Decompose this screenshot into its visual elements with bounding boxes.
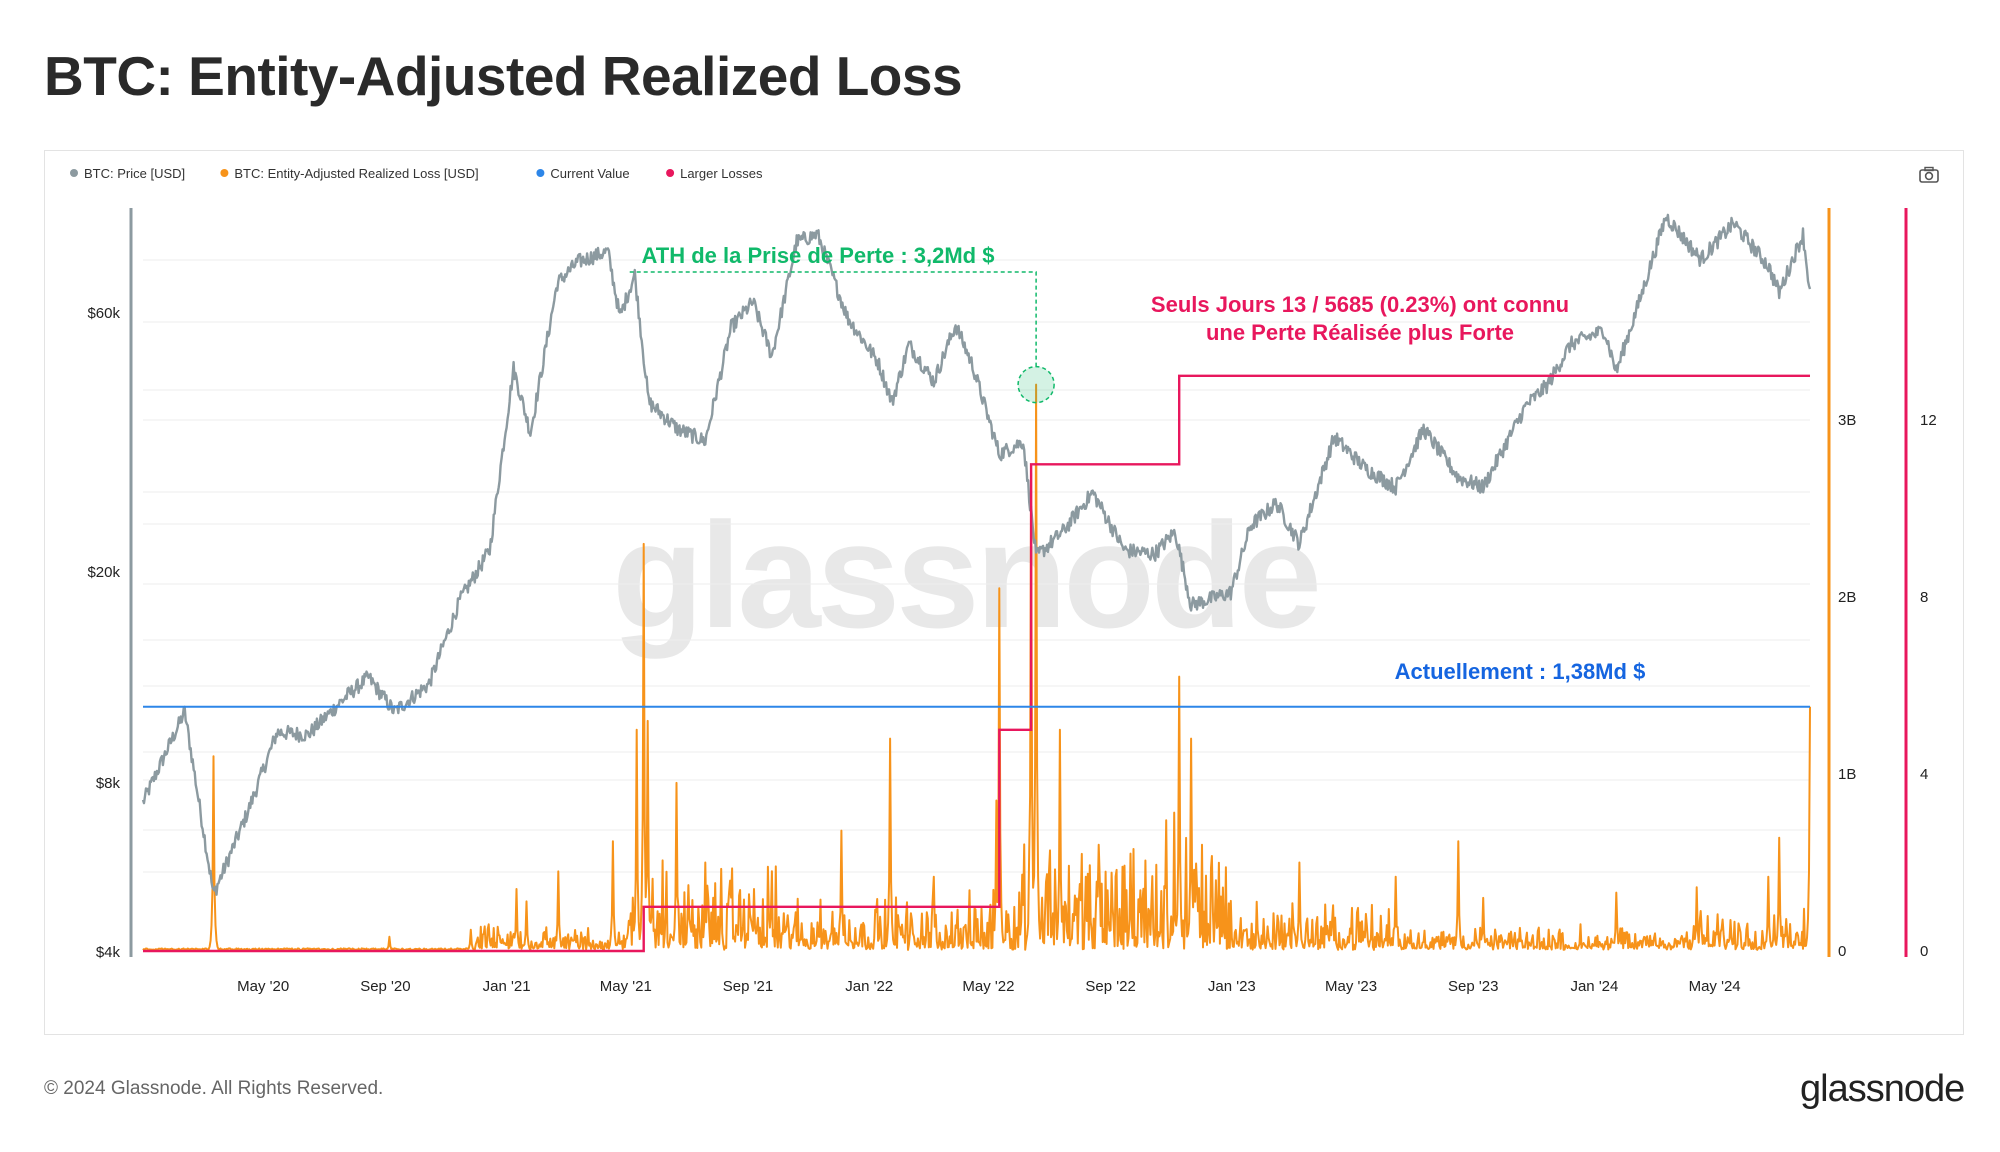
price-line — [141, 213, 1812, 896]
loss-tick-label: 1B — [1838, 766, 1856, 783]
footer-logo: glassnode — [1800, 1068, 1965, 1110]
price-tick-label: $60k — [87, 305, 120, 322]
larger-losses-series — [143, 374, 1810, 953]
price-tick-label: $4k — [96, 944, 121, 961]
x-tick-label: Sep '21 — [723, 978, 773, 995]
larger-losses-annotation-line1: Seuls Jours 13 / 5685 (0.23%) ont connu — [1151, 292, 1569, 317]
x-tick-label: Jan '21 — [483, 978, 531, 995]
footer-copyright: © 2024 Glassnode. All Rights Reserved. — [44, 1078, 384, 1099]
legend-label: BTC: Price [USD] — [84, 166, 185, 181]
x-tick-label: May '24 — [1689, 978, 1741, 995]
page-title: BTC: Entity-Adjusted Realized Loss — [44, 45, 963, 107]
camera-icon[interactable] — [1918, 164, 1940, 186]
x-tick-label: Jan '22 — [845, 978, 893, 995]
legend-marker — [70, 169, 78, 177]
count-tick-label: 8 — [1920, 589, 1928, 606]
x-tick-label: May '23 — [1325, 978, 1377, 995]
chart-legend: BTC: Price [USD] BTC: Entity-Adjusted Rea… — [70, 166, 763, 181]
loss-line — [142, 383, 1811, 952]
loss-tick-label: 0 — [1838, 943, 1846, 960]
legend-marker — [536, 169, 545, 177]
tick-labels: $4k $8k $20k $60k 0 1B 2B 3B 0 4 8 12 May '20 Sep '20… — [87, 305, 1936, 995]
legend-label: Larger Losses — [680, 166, 763, 181]
annotations: ATH de la Prise de Perte : 3,2Md $ Seuls… — [628, 243, 1645, 684]
x-tick-label: May '21 — [600, 978, 652, 995]
loss-series — [142, 383, 1811, 952]
x-tick-label: May '22 — [962, 978, 1014, 995]
count-tick-label: 4 — [1920, 766, 1928, 783]
ath-annotation: ATH de la Prise de Perte : 3,2Md $ — [642, 243, 995, 268]
legend-label: BTC: Entity-Adjusted Realized Loss [USD] — [234, 166, 478, 181]
price-series — [141, 213, 1812, 896]
ath-leader-line — [628, 271, 1037, 367]
x-tick-label: May '20 — [237, 978, 289, 995]
axes — [129, 208, 1908, 957]
current-value-annotation: Actuellement : 1,38Md $ — [1395, 659, 1646, 684]
legend-marker — [220, 169, 229, 177]
loss-tick-label: 2B — [1838, 589, 1856, 606]
x-tick-label: Sep '22 — [1085, 978, 1135, 995]
chart-frame — [44, 150, 1964, 1035]
count-tick-label: 0 — [1920, 943, 1928, 960]
watermark: glassnode — [612, 491, 1318, 659]
ath-marker — [1017, 365, 1055, 404]
x-tick-label: Jan '24 — [1570, 978, 1618, 995]
loss-tick-label: 3B — [1838, 412, 1856, 429]
price-tick-label: $20k — [87, 564, 120, 581]
count-tick-label: 12 — [1920, 412, 1937, 429]
larger-losses-line — [143, 374, 1810, 953]
x-tick-label: Sep '23 — [1448, 978, 1498, 995]
larger-losses-annotation-line2: une Perte Réalisée plus Forte — [1206, 320, 1514, 345]
x-tick-label: Sep '20 — [360, 978, 410, 995]
price-tick-label: $8k — [96, 775, 121, 792]
x-tick-label: Jan '23 — [1208, 978, 1256, 995]
legend-label: Current Value — [550, 166, 629, 181]
legend-marker — [666, 169, 675, 177]
